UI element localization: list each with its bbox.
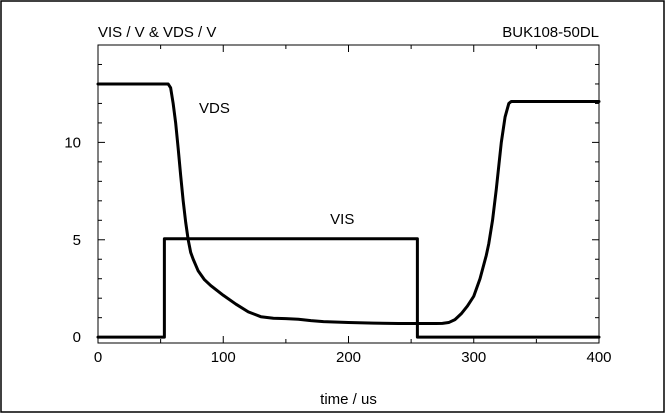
y-tick-label: 0 (73, 329, 81, 346)
y-tick-label: 10 (64, 134, 81, 151)
annotation-vds: VDS (199, 100, 230, 117)
series-line-vis (96, 237, 601, 339)
chart-title-left: VIS / V & VDS / V (98, 24, 216, 41)
x-tick-label: 300 (461, 349, 486, 366)
x-tick-label: 100 (211, 349, 236, 366)
x-tick-label: 400 (586, 349, 611, 366)
x-tick-label: 0 (94, 349, 102, 366)
series-line-vds (96, 82, 601, 326)
x-axis-label: time / us (320, 391, 377, 408)
axis-ticks: 0 100 200 300 400 0 5 10 (64, 45, 612, 366)
annotation-vis: VIS (330, 211, 354, 228)
x-tick-label: 200 (336, 349, 361, 366)
chart-title-right: BUK108-50DL (502, 24, 599, 41)
series-lines (96, 82, 601, 339)
y-tick-label: 5 (73, 232, 81, 249)
